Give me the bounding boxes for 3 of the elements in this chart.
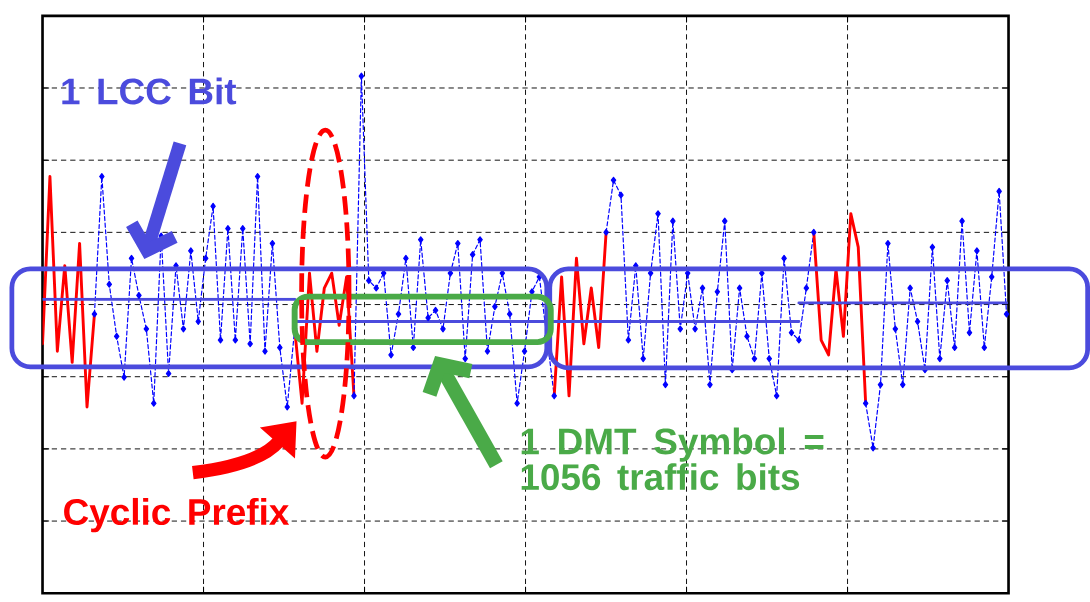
annotation: 1 LCC Bit xyxy=(62,77,237,105)
text: Cyclic Prefix xyxy=(64,497,290,533)
annotation: 1 DMT Symbol = 1056 traffic bits xyxy=(521,427,824,491)
